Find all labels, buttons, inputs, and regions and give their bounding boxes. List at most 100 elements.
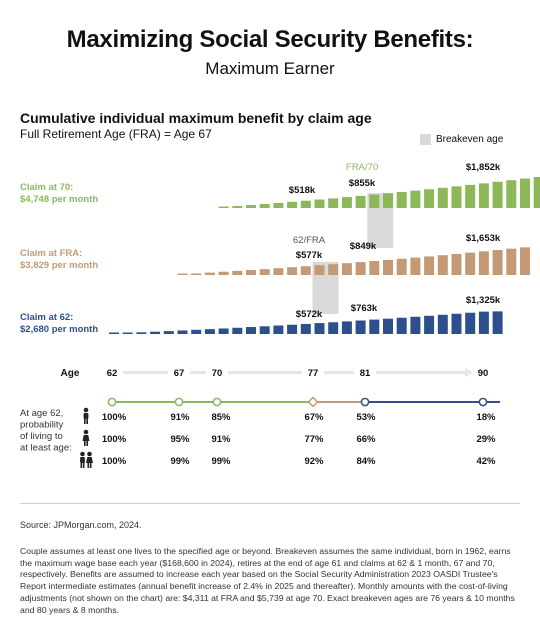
timeline-marker xyxy=(360,397,370,407)
survival-value: 77% xyxy=(304,434,324,445)
bar xyxy=(218,328,229,334)
series-value-0: $4,748 per month xyxy=(20,194,98,205)
legend-label: Breakeven age xyxy=(436,134,504,145)
bar xyxy=(465,252,476,275)
data-label: $1,325k xyxy=(466,295,501,306)
body xyxy=(83,413,89,419)
axis-label: Age xyxy=(61,368,80,379)
bar xyxy=(341,263,352,275)
bar xyxy=(478,183,489,208)
bar xyxy=(259,326,270,334)
leg xyxy=(86,441,88,446)
bar xyxy=(383,193,393,208)
survival-value: 18% xyxy=(476,412,496,423)
bar xyxy=(328,264,339,275)
survival-value: 53% xyxy=(356,412,376,423)
bar xyxy=(506,248,517,275)
data-label: $572k xyxy=(296,309,323,320)
chart: Claim at 70:$4,748 per month Claim at FRA… xyxy=(20,162,540,468)
bar xyxy=(437,255,448,275)
bar xyxy=(437,314,448,334)
bar xyxy=(287,201,298,208)
woman-icon xyxy=(82,429,90,446)
legend-swatch xyxy=(420,134,431,145)
tick-bg xyxy=(206,365,228,379)
bar xyxy=(232,270,243,275)
bar xyxy=(383,318,393,334)
bar xyxy=(492,250,503,275)
leg xyxy=(84,419,86,424)
divider xyxy=(20,503,520,504)
age-tick: 81 xyxy=(360,368,371,379)
bar xyxy=(465,312,476,334)
legend: Breakeven age xyxy=(420,134,503,145)
bar xyxy=(273,268,284,275)
bar xyxy=(259,203,270,208)
bar xyxy=(369,319,380,334)
bar xyxy=(136,332,147,334)
head xyxy=(80,451,85,457)
data-label: $763k xyxy=(351,303,378,314)
head xyxy=(83,407,89,413)
source-text: Source: JPMorgan.com, 2024. xyxy=(20,520,142,530)
bar xyxy=(163,331,174,334)
age-tick: 77 xyxy=(308,368,319,379)
bar xyxy=(396,317,407,334)
survival-value: 85% xyxy=(211,412,231,423)
bar xyxy=(533,177,540,208)
bar xyxy=(465,184,476,208)
survival-value: 100% xyxy=(102,412,127,423)
bar xyxy=(177,273,188,275)
bar xyxy=(410,257,421,275)
bar xyxy=(410,190,421,208)
timeline-marker xyxy=(107,397,117,407)
leg xyxy=(86,419,88,424)
bar xyxy=(437,187,448,208)
timeline-marker xyxy=(174,397,184,407)
bar xyxy=(218,206,229,208)
bar xyxy=(232,206,243,208)
breakeven-label: 62/FRA xyxy=(293,235,326,246)
bar xyxy=(314,323,325,334)
bar xyxy=(204,329,215,334)
bar xyxy=(191,273,202,275)
breakeven-label: FRA/70 xyxy=(346,162,378,173)
age-axis-line xyxy=(120,371,465,374)
footnote-text: Couple assumes at least one lives to the… xyxy=(20,546,515,615)
bar xyxy=(520,178,530,208)
bar xyxy=(424,189,435,208)
survival-value: 95% xyxy=(170,434,190,445)
bar xyxy=(341,197,352,208)
bar xyxy=(122,332,133,334)
bar xyxy=(478,251,489,275)
age-tick: 67 xyxy=(174,368,185,379)
series-label-2: Claim at 62: xyxy=(20,312,73,323)
leg xyxy=(82,463,85,468)
data-label: $577k xyxy=(296,250,323,261)
bar xyxy=(246,205,256,208)
tick-bg xyxy=(472,365,494,379)
bar xyxy=(300,323,311,334)
timeline-marker xyxy=(478,397,488,407)
survival-value: 100% xyxy=(102,434,127,445)
bar xyxy=(191,329,202,334)
survival-value: 91% xyxy=(211,434,231,445)
bar xyxy=(177,330,188,334)
bar xyxy=(314,199,325,208)
age-axis-arrow xyxy=(465,368,473,377)
bar xyxy=(287,267,298,275)
tick-bg xyxy=(354,365,376,379)
bar xyxy=(287,324,298,334)
bar xyxy=(328,198,339,208)
bar xyxy=(520,247,530,275)
leg xyxy=(89,463,92,468)
survival-value: 91% xyxy=(170,412,190,423)
data-label: $1,852k xyxy=(466,162,501,173)
bar xyxy=(218,271,229,275)
bar xyxy=(492,181,503,208)
bar xyxy=(204,272,215,275)
man-icon xyxy=(83,407,89,424)
survival-value: 66% xyxy=(356,434,376,445)
couple-icon xyxy=(80,451,93,468)
body xyxy=(86,457,93,463)
